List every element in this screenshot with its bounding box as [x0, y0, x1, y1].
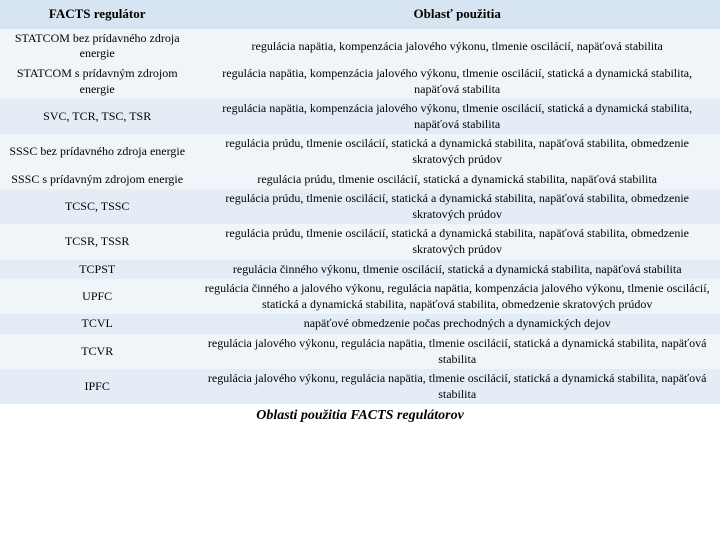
header-col-usage: Oblasť použitia [194, 0, 720, 29]
cell-usage: regulácia činného a jalového výkonu, reg… [194, 279, 720, 314]
cell-regulator: UPFC [0, 279, 194, 314]
cell-usage: regulácia jalového výkonu, regulácia nap… [194, 369, 720, 404]
table-row: TCVLnapäťové obmedzenie počas prechodnýc… [0, 314, 720, 334]
cell-usage: regulácia prúdu, tlmenie oscilácií, stat… [194, 189, 720, 224]
cell-regulator: STATCOM bez prídavného zdroja energie [0, 29, 194, 64]
table-row: TCSC, TSSCregulácia prúdu, tlmenie oscil… [0, 189, 720, 224]
cell-usage: regulácia činného výkonu, tlmenie oscilá… [194, 260, 720, 280]
table-row: SSSC s prídavným zdrojom energiereguláci… [0, 170, 720, 190]
cell-usage: regulácia napätia, kompenzácia jalového … [194, 99, 720, 134]
table-row: SSSC bez prídavného zdroja energieregulá… [0, 134, 720, 169]
cell-usage: regulácia jalového výkonu, regulácia nap… [194, 334, 720, 369]
table-row: IPFCregulácia jalového výkonu, regulácia… [0, 369, 720, 404]
table-row: TCVRregulácia jalového výkonu, regulácia… [0, 334, 720, 369]
cell-usage: regulácia napätia, kompenzácia jalového … [194, 64, 720, 99]
table-row: STATCOM bez prídavného zdroja energiereg… [0, 29, 720, 64]
cell-regulator: TCPST [0, 260, 194, 280]
cell-regulator: SVC, TCR, TSC, TSR [0, 99, 194, 134]
cell-regulator: TCSC, TSSC [0, 189, 194, 224]
table-row: SVC, TCR, TSC, TSRregulácia napätia, kom… [0, 99, 720, 134]
cell-regulator: IPFC [0, 369, 194, 404]
facts-table: FACTS regulátor Oblasť použitia STATCOM … [0, 0, 720, 404]
table-header-row: FACTS regulátor Oblasť použitia [0, 0, 720, 29]
table-row: TCPSTregulácia činného výkonu, tlmenie o… [0, 260, 720, 280]
table-body: STATCOM bez prídavného zdroja energiereg… [0, 29, 720, 404]
cell-usage: napäťové obmedzenie počas prechodných a … [194, 314, 720, 334]
cell-regulator: TCVL [0, 314, 194, 334]
table-caption: Oblasti použitia FACTS regulátorov [0, 404, 720, 424]
table-row: UPFCregulácia činného a jalového výkonu,… [0, 279, 720, 314]
cell-regulator: SSSC s prídavným zdrojom energie [0, 170, 194, 190]
cell-usage: regulácia prúdu, tlmenie oscilácií, stat… [194, 134, 720, 169]
cell-usage: regulácia prúdu, tlmenie oscilácií, stat… [194, 224, 720, 259]
cell-regulator: TCSR, TSSR [0, 224, 194, 259]
cell-usage: regulácia napätia, kompenzácia jalového … [194, 29, 720, 64]
table-row: STATCOM s prídavným zdrojom energieregul… [0, 64, 720, 99]
cell-regulator: SSSC bez prídavného zdroja energie [0, 134, 194, 169]
cell-regulator: STATCOM s prídavným zdrojom energie [0, 64, 194, 99]
table-row: TCSR, TSSRregulácia prúdu, tlmenie oscil… [0, 224, 720, 259]
cell-usage: regulácia prúdu, tlmenie oscilácií, stat… [194, 170, 720, 190]
header-col-regulator: FACTS regulátor [0, 0, 194, 29]
cell-regulator: TCVR [0, 334, 194, 369]
